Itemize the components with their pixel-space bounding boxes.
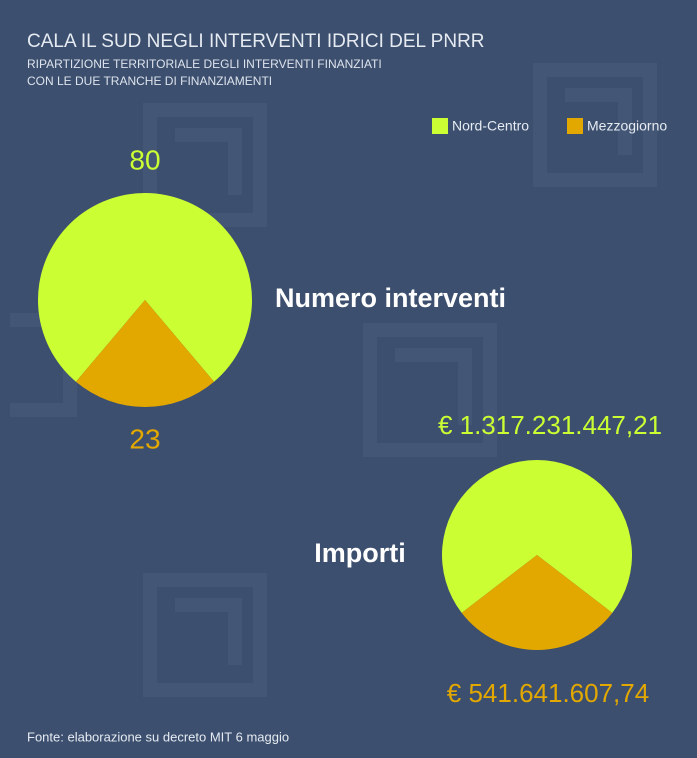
subtitle: CON LE DUE TRANCHE DI FINANZIAMENTI <box>27 74 272 88</box>
value-label: 80 <box>129 144 160 175</box>
subtitle: RIPARTIZIONE TERRITORIALE DEGLI INTERVEN… <box>27 57 382 71</box>
pie-title: Importi <box>314 538 406 568</box>
legend-label: Nord-Centro <box>452 118 529 134</box>
value-label: 23 <box>129 423 160 454</box>
legend-swatch <box>567 118 583 134</box>
source: Fonte: elaborazione su decreto MIT 6 mag… <box>27 729 289 744</box>
value-label: € 1.317.231.447,21 <box>438 410 662 440</box>
infographic: CALA IL SUD NEGLI INTERVENTI IDRICI DEL … <box>0 0 697 758</box>
title: CALA IL SUD NEGLI INTERVENTI IDRICI DEL … <box>27 31 485 52</box>
value-label: € 541.641.607,74 <box>447 678 649 708</box>
legend-label: Mezzogiorno <box>587 118 667 134</box>
legend-swatch <box>432 118 448 134</box>
pie-title: Numero interventi <box>275 283 506 313</box>
